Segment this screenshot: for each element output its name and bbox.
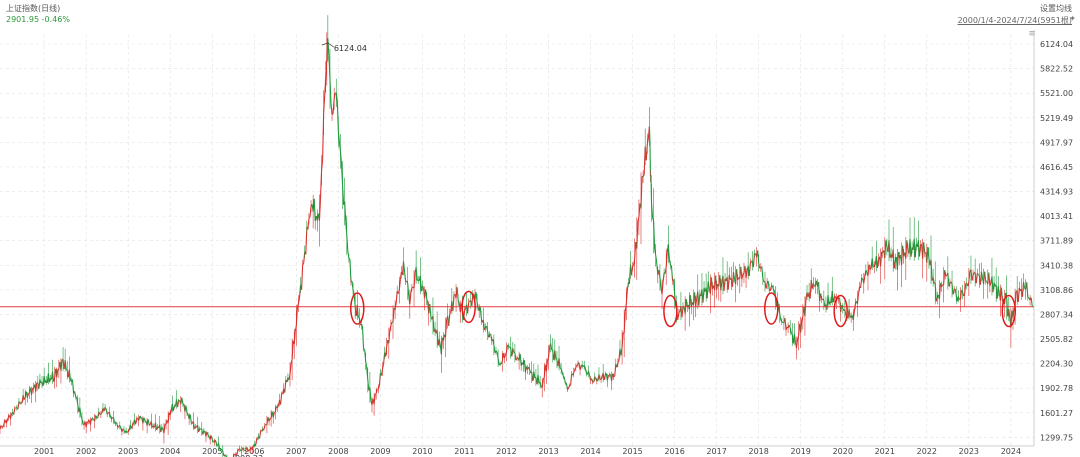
axes: 6124.04 5822.52 5521.00 5219.49 4917.97 4616.… [0, 30, 1073, 456]
x-tick-label: 2017 [706, 447, 726, 456]
y-tick-label: 5219.49 [1040, 114, 1073, 123]
x-tick-label: 2013 [538, 447, 558, 456]
y-tick-label: 3410.38 [1040, 261, 1073, 270]
highlight-circle [1001, 294, 1017, 328]
x-tick-label: 2004 [160, 447, 180, 456]
x-tick-label: 2020 [833, 447, 853, 456]
highlight-circle [461, 290, 476, 324]
x-tick-label: 2018 [749, 447, 769, 456]
y-tick-label: 6124.04 [1040, 40, 1073, 49]
menu-icon[interactable]: ≡ [1028, 29, 1036, 39]
index-title: 上证指数(日线) [6, 4, 61, 13]
y-tick-label: 2807.34 [1040, 310, 1073, 319]
x-tick-label: 2021 [875, 447, 895, 456]
peak-marker [321, 42, 335, 48]
highlight-circle [663, 294, 678, 328]
x-tick-label: 2007 [286, 447, 306, 456]
pin-icon[interactable]: ✦ [1069, 14, 1076, 23]
y-tick-label: 5521.00 [1040, 89, 1073, 98]
y-tick-label: 1601.27 [1040, 409, 1073, 418]
x-tick-label: 2015 [622, 447, 642, 456]
x-tick-label: 2023 [959, 447, 979, 456]
x-tick-label: 2001 [34, 447, 54, 456]
y-tick-label: 2204.30 [1040, 360, 1073, 369]
y-tick-label: 4616.45 [1040, 163, 1073, 172]
x-tick-label: 2022 [917, 447, 937, 456]
x-tick-label: 2006 [244, 447, 264, 456]
x-tick-label: 2014 [580, 447, 600, 456]
price-segment [1030, 297, 1033, 307]
x-tick-label: 2016 [664, 447, 684, 456]
x-tick-label: 2003 [118, 447, 138, 456]
x-tick-label: 2012 [496, 447, 516, 456]
y-tick-label: 3711.89 [1040, 237, 1073, 246]
index-quote: 2901.95 -0.46% [6, 15, 70, 24]
x-tick-label: 2005 [202, 447, 222, 456]
y-tick-label: 4013.41 [1040, 212, 1073, 221]
y-tick-label: 5822.52 [1040, 65, 1073, 74]
y-tick-label: 1902.78 [1040, 384, 1073, 393]
y-tick-label: 1299.75 [1040, 433, 1073, 442]
x-tick-label: 2019 [791, 447, 811, 456]
price-segment [232, 454, 235, 457]
y-tick-label: 4917.97 [1040, 138, 1073, 147]
highlight-circle [350, 292, 365, 325]
grid-lines [0, 34, 1034, 446]
price-segment [225, 455, 227, 457]
x-tick-label: 2009 [370, 447, 390, 456]
x-tick-label: 2024 [1001, 447, 1021, 456]
trough-value-label: 998.23 [235, 454, 263, 457]
y-tick-label: 3108.86 [1040, 286, 1073, 295]
moving-average-settings-button[interactable]: 设置均线 [1040, 4, 1072, 13]
peak-value-label: 6124.04 [334, 44, 367, 53]
price-segment [361, 326, 365, 350]
x-tick-label: 2008 [328, 447, 348, 456]
x-tick-label: 2010 [412, 447, 432, 456]
annotations: 6124.04 998.23 [0, 42, 1034, 457]
y-tick-label: 2505.82 [1040, 335, 1073, 344]
highlight-circle [833, 294, 848, 328]
y-tick-label: 4314.93 [1040, 188, 1073, 197]
x-tick-label: 2011 [454, 447, 474, 456]
price-segment [649, 140, 652, 177]
price-series [0, 15, 1033, 457]
date-range-selector[interactable]: 2000/1/4-2024/7/24(5951根) [957, 16, 1072, 25]
highlight-circle [764, 292, 779, 325]
x-tick-label: 2002 [76, 447, 96, 456]
